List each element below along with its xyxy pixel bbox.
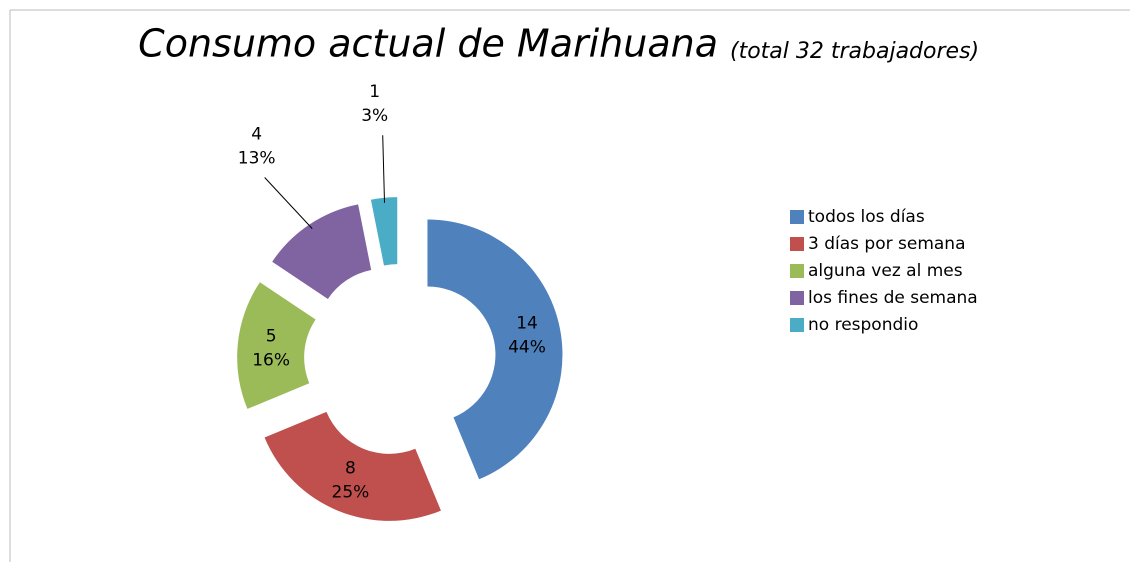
data-label-percent: 44% xyxy=(508,338,546,358)
leader-line xyxy=(382,135,386,203)
data-label-percent: 25% xyxy=(332,483,370,503)
data-label: 1 xyxy=(369,82,380,102)
data-label-percent: 16% xyxy=(252,350,290,370)
data-label-percent: 13% xyxy=(238,148,276,168)
leader-line xyxy=(264,177,313,229)
legend-label: todos los días xyxy=(808,207,925,227)
data-label: 8 xyxy=(345,459,356,479)
donut-slice xyxy=(427,219,563,480)
data-label: 14 xyxy=(516,314,538,334)
donut-slice xyxy=(370,197,398,266)
legend-label: los fines de semana xyxy=(808,288,978,308)
legend-label: alguna vez al mes xyxy=(808,261,963,281)
legend-swatch xyxy=(790,264,804,278)
legend-label: 3 días por semana xyxy=(808,234,965,254)
legend-label: no respondio xyxy=(808,315,918,335)
donut-slice xyxy=(237,282,316,409)
legend-swatch xyxy=(790,291,804,305)
data-label: 4 xyxy=(251,124,262,144)
donut-slice xyxy=(264,411,441,521)
chart-title: Consumo actual de Marihuana xyxy=(138,22,718,66)
legend-swatch xyxy=(790,237,804,251)
chart-subtitle: (total 32 trabajadores) xyxy=(730,39,979,64)
donut-slice xyxy=(272,204,372,299)
legend-swatch xyxy=(790,318,804,332)
data-label-percent: 3% xyxy=(361,106,388,126)
data-label: 5 xyxy=(266,326,277,346)
legend-swatch xyxy=(790,210,804,224)
